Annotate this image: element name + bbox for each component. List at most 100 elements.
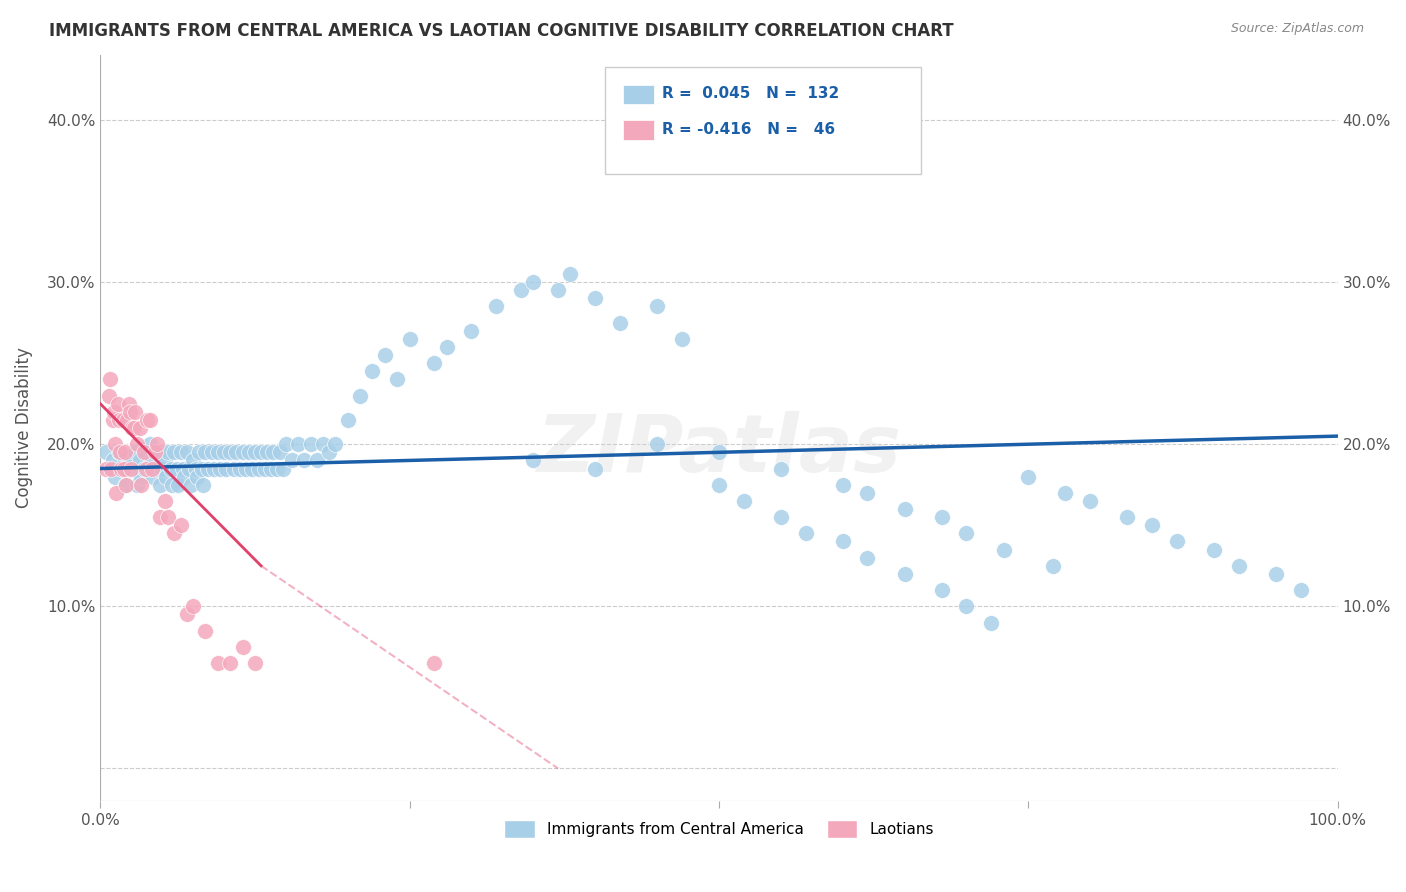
- Point: [1017, 469, 1039, 483]
- Point: [260, 461, 283, 475]
- Point: [273, 461, 295, 475]
- Point: [769, 461, 792, 475]
- Point: [124, 445, 146, 459]
- Point: [97, 388, 120, 402]
- Point: [207, 656, 229, 670]
- Point: [128, 453, 150, 467]
- Point: [103, 405, 125, 419]
- Point: [114, 477, 136, 491]
- Point: [135, 461, 157, 475]
- Point: [179, 461, 201, 475]
- Point: [374, 348, 396, 362]
- Point: [1289, 583, 1312, 598]
- Point: [460, 324, 482, 338]
- Point: [136, 413, 159, 427]
- Point: [235, 461, 257, 475]
- Point: [117, 461, 139, 475]
- Point: [146, 437, 169, 451]
- Point: [148, 461, 170, 475]
- Point: [172, 461, 194, 475]
- Point: [139, 437, 162, 451]
- Point: [547, 283, 569, 297]
- Point: [139, 413, 162, 427]
- Y-axis label: Cognitive Disability: Cognitive Disability: [15, 348, 32, 508]
- Point: [645, 437, 668, 451]
- Point: [202, 461, 225, 475]
- Point: [108, 413, 131, 427]
- Point: [160, 477, 183, 491]
- Point: [96, 461, 118, 475]
- Point: [127, 437, 149, 451]
- Point: [1264, 566, 1286, 581]
- Point: [250, 445, 273, 459]
- Point: [176, 607, 198, 622]
- Point: [118, 405, 141, 419]
- Text: Source: ZipAtlas.com: Source: ZipAtlas.com: [1230, 22, 1364, 36]
- Point: [212, 445, 235, 459]
- Point: [229, 461, 252, 475]
- Point: [349, 388, 371, 402]
- Point: [173, 469, 195, 483]
- Point: [955, 526, 977, 541]
- Point: [274, 437, 297, 451]
- Point: [299, 437, 322, 451]
- Point: [149, 477, 172, 491]
- Point: [143, 445, 166, 459]
- Point: [207, 445, 229, 459]
- Point: [232, 640, 254, 654]
- Point: [163, 445, 186, 459]
- Point: [111, 413, 134, 427]
- Point: [181, 599, 204, 614]
- Point: [132, 461, 155, 475]
- Point: [269, 445, 291, 459]
- Point: [98, 372, 121, 386]
- Point: [583, 461, 606, 475]
- Point: [256, 445, 278, 459]
- Point: [243, 445, 266, 459]
- Point: [188, 445, 211, 459]
- Point: [733, 494, 755, 508]
- Point: [225, 445, 247, 459]
- Point: [120, 453, 142, 467]
- Point: [190, 461, 212, 475]
- Point: [1078, 494, 1101, 508]
- Point: [128, 421, 150, 435]
- Point: [163, 526, 186, 541]
- Point: [180, 477, 202, 491]
- Point: [671, 332, 693, 346]
- Point: [980, 615, 1002, 630]
- Point: [287, 437, 309, 451]
- Point: [522, 275, 544, 289]
- Point: [104, 437, 127, 451]
- Point: [153, 453, 176, 467]
- Point: [794, 526, 817, 541]
- Point: [856, 486, 879, 500]
- Point: [184, 461, 207, 475]
- Point: [336, 413, 359, 427]
- Point: [166, 461, 188, 475]
- Point: [645, 300, 668, 314]
- Point: [170, 445, 193, 459]
- Point: [831, 534, 853, 549]
- Point: [108, 445, 131, 459]
- Point: [522, 453, 544, 467]
- Point: [110, 461, 132, 475]
- Point: [219, 656, 242, 670]
- Point: [112, 461, 135, 475]
- Point: [100, 461, 122, 475]
- Point: [281, 453, 304, 467]
- Point: [361, 364, 384, 378]
- Point: [931, 583, 953, 598]
- Point: [186, 469, 208, 483]
- Point: [1054, 486, 1077, 500]
- Point: [135, 445, 157, 459]
- Point: [893, 566, 915, 581]
- Point: [1202, 542, 1225, 557]
- Point: [121, 421, 143, 435]
- Point: [238, 445, 260, 459]
- Point: [150, 445, 173, 459]
- Point: [115, 477, 138, 491]
- Point: [197, 461, 219, 475]
- Point: [101, 413, 124, 427]
- Point: [1166, 534, 1188, 549]
